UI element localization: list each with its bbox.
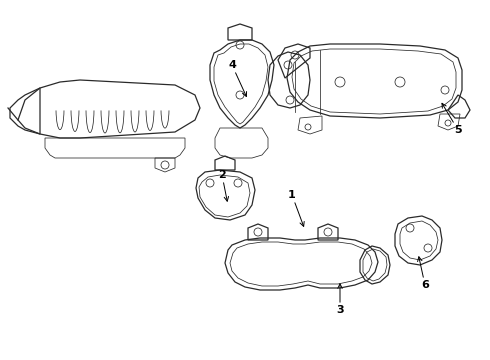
Text: 3: 3 [336, 284, 344, 315]
Text: 6: 6 [417, 257, 429, 290]
Text: 2: 2 [218, 170, 228, 201]
Text: 1: 1 [288, 190, 304, 226]
Text: 5: 5 [442, 103, 462, 135]
Text: 4: 4 [228, 60, 246, 96]
